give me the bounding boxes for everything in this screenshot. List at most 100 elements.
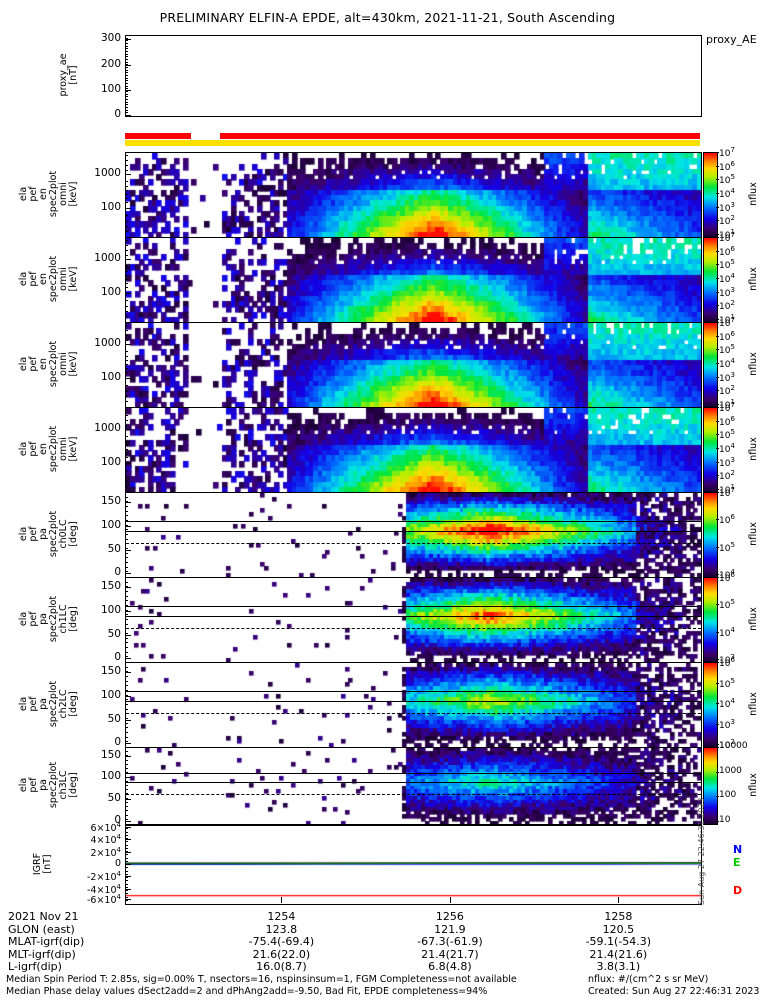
y-minor-tick — [125, 99, 128, 100]
colorbar-gradient — [704, 748, 717, 824]
y-minor-tick — [125, 838, 128, 839]
y-minor-tick — [125, 623, 128, 625]
y-minor-tick — [125, 566, 128, 568]
y-minor-tick — [125, 510, 128, 512]
y-minor-tick — [125, 344, 128, 346]
y-minor-tick — [125, 699, 128, 701]
colorbar-tick-label: 102 — [719, 384, 735, 398]
y-tick-mark — [125, 755, 131, 757]
y-tick-label: -6×104 — [87, 893, 121, 907]
y-minor-tick — [125, 339, 128, 341]
y-minor-tick — [125, 400, 128, 402]
y-minor-tick — [125, 61, 128, 63]
y-minor-tick — [125, 202, 128, 204]
colorbar-label: nflux — [748, 182, 759, 206]
colorbar-tick-mark — [716, 165, 719, 167]
y-minor-tick — [125, 174, 128, 176]
colorbar-tick-label: 103 — [719, 200, 735, 214]
y-minor-tick — [125, 741, 128, 743]
y-minor-tick — [125, 274, 128, 276]
y-minor-tick — [125, 647, 128, 648]
y-minor-tick — [125, 457, 128, 459]
x-row-value: 121.9 — [434, 922, 466, 936]
spectrogram-omni0 — [126, 153, 701, 237]
panel-omni0 — [125, 152, 702, 238]
y-tick-label: -2×104 — [87, 870, 121, 884]
colorbar-gradient — [704, 323, 717, 407]
x-row-label: L-igrf(dip) — [8, 960, 62, 973]
y-minor-tick — [125, 722, 128, 724]
colorbar-tick-label: 106 — [719, 244, 735, 258]
colorbar-tick-label: 106 — [719, 159, 735, 173]
x-tick-label: 1254 — [267, 910, 296, 923]
y-minor-tick — [125, 424, 128, 426]
y-minor-tick — [125, 310, 128, 312]
y-tick-mark — [125, 839, 131, 841]
y-tick-label: 100 — [100, 285, 121, 298]
y-minor-tick — [125, 48, 128, 50]
y-minor-tick — [125, 53, 128, 55]
y-tick-label: 2×104 — [90, 845, 121, 860]
colorbar-tick-mark — [716, 407, 719, 408]
y-minor-tick — [125, 292, 128, 294]
y-minor-tick — [125, 80, 128, 82]
y-tick-label: 100 — [100, 455, 121, 468]
y-tick-label: 100 — [100, 200, 121, 213]
colorbar-tick-mark — [716, 349, 719, 351]
y-minor-tick — [125, 496, 128, 498]
colorbar-tick-label: 107 — [719, 231, 735, 244]
footer-nflux-units: nflux: #/(cm^2 s sr MeV) — [588, 974, 709, 985]
y-minor-tick — [125, 605, 128, 606]
y-tick-mark — [125, 39, 131, 41]
colorbar-tick-mark — [716, 237, 719, 238]
colorbar-tick-mark — [716, 179, 719, 181]
y-minor-tick — [125, 896, 128, 898]
colorbar-tick-label: 105 — [719, 343, 735, 357]
y-minor-tick — [125, 877, 128, 878]
y-minor-tick — [125, 586, 128, 588]
colorbar-tick-label: 105 — [719, 258, 735, 272]
colorbar-tick-mark — [716, 546, 719, 548]
losscone-line — [126, 605, 701, 607]
colorbar-cb_ch1 — [703, 577, 718, 663]
y-minor-tick — [125, 395, 128, 397]
y-minor-tick — [125, 155, 128, 157]
y-tick-label: 0 — [114, 858, 121, 869]
losscone-line — [126, 520, 701, 522]
colorbar-gradient — [704, 153, 717, 237]
colorbar-tick-label: 107 — [719, 486, 735, 499]
colorbar-tick-label: 102 — [719, 738, 735, 751]
y-minor-tick — [125, 772, 128, 774]
y-tick-mark — [125, 851, 131, 853]
y-minor-tick — [125, 165, 128, 167]
spectrogram-omni1 — [126, 238, 701, 322]
y-minor-tick — [125, 694, 128, 696]
y-tick-label: 50 — [107, 792, 121, 805]
y-tick-label: 150 — [100, 579, 121, 592]
y-minor-tick — [125, 656, 128, 658]
colorbar-tick-label: 101 — [719, 228, 735, 241]
y-minor-tick — [125, 69, 128, 71]
y-minor-tick — [125, 591, 128, 592]
colorbar-tick-mark — [716, 404, 719, 405]
y-tick-label: 100 — [100, 370, 121, 383]
colorbar-tick-mark — [716, 492, 719, 493]
colorbar-tick-mark — [716, 363, 719, 364]
y-tick-mark — [125, 671, 131, 673]
y-minor-tick — [125, 56, 128, 58]
colorbar-tick-mark — [716, 662, 719, 663]
colorbar-tick-label: 102 — [719, 469, 735, 483]
y-minor-tick — [125, 330, 128, 332]
colorbar-tick-mark — [716, 821, 719, 822]
colorbar-tick-mark — [716, 193, 719, 194]
y-minor-tick — [125, 480, 128, 482]
colorbar-tick-label: 102 — [719, 299, 735, 313]
colorbar-tick-mark — [716, 723, 719, 725]
y-minor-tick — [125, 818, 128, 820]
colorbar-tick-label: 105 — [719, 173, 735, 187]
y-minor-tick — [125, 305, 128, 307]
page-title: PRELIMINARY ELFIN-A EPDE, alt=430km, 202… — [159, 10, 616, 25]
losscone-line — [126, 773, 701, 775]
y-minor-tick — [125, 377, 128, 379]
colorbar-cb_ch0 — [703, 492, 718, 578]
